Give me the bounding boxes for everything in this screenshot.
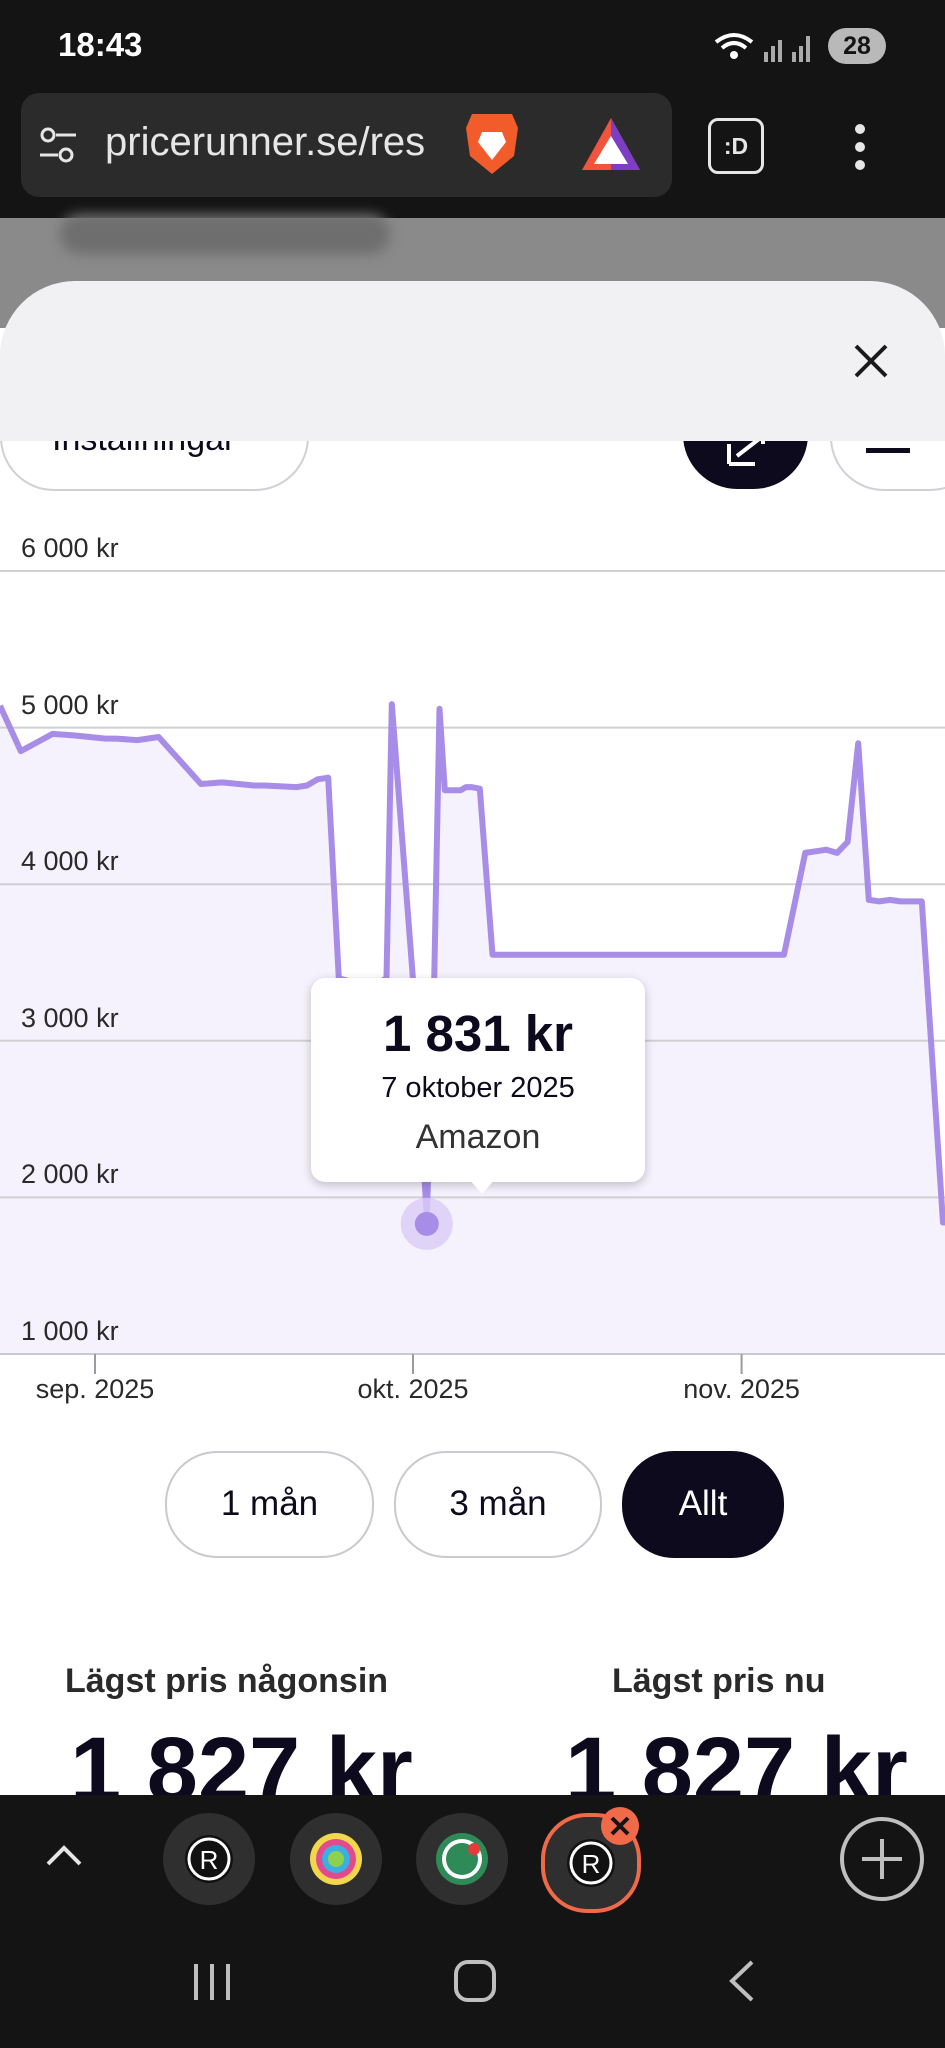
- system-nav-bar: [0, 1916, 945, 2048]
- tooltip-price: 1 831 kr: [382, 1005, 573, 1062]
- price-history-chart[interactable]: 6 000 kr 5 000 kr 4 000 kr 3 000 kr 2 000 kr…: [0, 520, 945, 1420]
- y-tick-label: 6 000 kr: [21, 533, 119, 563]
- chevron-up-icon[interactable]: [44, 1840, 84, 1870]
- battery-indicator: 28: [828, 28, 886, 64]
- lowest-ever-label: Lägst pris någonsin: [65, 1662, 389, 1700]
- y-tick-label: 3 000 kr: [21, 1002, 119, 1033]
- dimmed-page-content: [60, 214, 390, 254]
- x-tick-label: nov. 2025: [683, 1374, 800, 1404]
- svg-text:R: R: [200, 1845, 219, 1875]
- home-icon[interactable]: [452, 1958, 498, 2004]
- green-logo-icon: [436, 1833, 488, 1885]
- status-bar: [0, 0, 945, 92]
- more-menu-icon[interactable]: [850, 122, 870, 172]
- pricerunner-icon: R: [567, 1839, 615, 1887]
- tab-green-site[interactable]: [416, 1813, 508, 1905]
- back-icon[interactable]: [724, 1958, 758, 2004]
- x-tick-label: okt. 2025: [357, 1374, 469, 1404]
- range-3-months-button[interactable]: 3 mån: [394, 1451, 602, 1558]
- new-tab-icon[interactable]: [838, 1815, 926, 1903]
- lowest-now-label: Lägst pris nu: [612, 1662, 826, 1700]
- tab-colorful-site[interactable]: [290, 1813, 382, 1905]
- tooltip-date: 7 oktober 2025: [381, 1072, 575, 1104]
- y-tick-label: 4 000 kr: [21, 846, 119, 877]
- tooltip-store: Amazon: [415, 1118, 541, 1156]
- tooltip-pointer: [468, 1178, 496, 1194]
- range-1-month-button[interactable]: 1 mån: [165, 1451, 374, 1558]
- address-bar[interactable]: [21, 93, 672, 197]
- pricerunner-icon: R: [185, 1835, 233, 1883]
- brave-shields-icon[interactable]: [462, 110, 522, 178]
- highlight-point[interactable]: [414, 1211, 439, 1236]
- url-text[interactable]: pricerunner.se/res: [105, 120, 426, 164]
- menu-icon: [866, 448, 910, 453]
- recent-apps-icon[interactable]: [190, 1960, 234, 2004]
- brave-rewards-icon[interactable]: [578, 114, 644, 174]
- x-tick-label: sep. 2025: [35, 1374, 155, 1404]
- chart-canvas: [0, 570, 945, 1374]
- y-tick-label: 2 000 kr: [21, 1159, 119, 1190]
- target-logo-icon: [310, 1833, 362, 1885]
- site-settings-icon[interactable]: [38, 125, 78, 165]
- price-line: [0, 701, 945, 1226]
- y-tick-label: 1 000 kr: [21, 1316, 119, 1346]
- price-tooltip: 1 831 kr 7 oktober 2025 Amazon: [311, 978, 645, 1182]
- sheet-header: [0, 281, 945, 441]
- svg-text:R: R: [582, 1849, 601, 1879]
- y-tick-label: 5 000 kr: [21, 689, 119, 720]
- range-all-button[interactable]: Allt: [622, 1451, 784, 1558]
- close-tab-icon[interactable]: [599, 1805, 641, 1847]
- close-icon[interactable]: [848, 338, 894, 384]
- tab-pricerunner-1[interactable]: R: [163, 1813, 255, 1905]
- signal-icons: [714, 33, 810, 62]
- tab-count-button[interactable]: :D: [708, 118, 764, 174]
- status-time: 18:43: [58, 26, 143, 63]
